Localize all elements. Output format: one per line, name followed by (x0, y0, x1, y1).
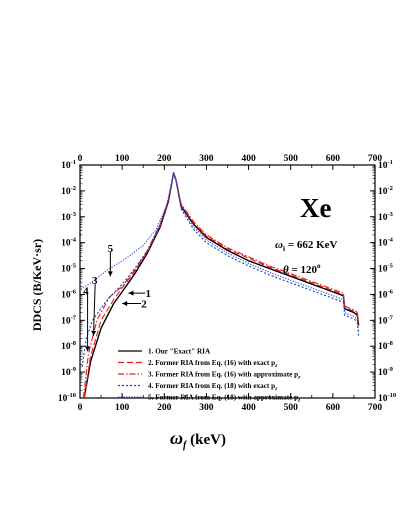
annotation-label-2: 2 (141, 299, 147, 311)
series-lines (80, 172, 360, 399)
x-tick-label-bottom: 500 (284, 403, 299, 413)
x-tick-label-top: 400 (241, 154, 256, 164)
y-tick-label-left: 10-2 (61, 185, 76, 197)
annotation-arrow-head-4 (85, 346, 91, 352)
y-tick-label-left: 10-9 (61, 366, 77, 378)
y-tick-label-left: 10-1 (61, 159, 76, 171)
y-tick-label-right: 10-1 (378, 159, 393, 171)
y-tick-label-right: 10-3 (378, 211, 394, 223)
y-tick-label-left: 10-4 (61, 237, 77, 249)
param-theta: θ = 120o (283, 262, 321, 276)
y-tick-label-right: 10-9 (378, 366, 394, 378)
param-omega: ωi = 662 KeV (275, 239, 338, 253)
y-tick-label-left: 10-6 (61, 288, 77, 300)
annotation-label-1: 1 (146, 288, 152, 300)
x-tick-label-top: 200 (157, 154, 172, 164)
annotation-arrow-head-1 (128, 290, 134, 296)
x-tick-label-top: 600 (326, 154, 341, 164)
x-tick-label-top: 700 (368, 154, 383, 164)
element-label: Xe (300, 193, 331, 223)
y-tick-label-left: 10-5 (61, 263, 77, 275)
y-tick-label-right: 10-10 (378, 392, 396, 404)
x-tick-label-bottom: 300 (199, 403, 214, 413)
legend-label-1: 1. Our "Exact" RIA (148, 348, 211, 356)
y-tick-label-right: 10-2 (378, 185, 393, 197)
legend-label-5: 5. Former RIA from Eq. (18) with approxi… (148, 394, 301, 404)
series-line-4 (81, 172, 360, 367)
y-tick-label-right: 10-8 (378, 340, 394, 352)
x-tick-label-top: 500 (284, 154, 299, 164)
annotation-label-5: 5 (108, 243, 114, 255)
legend-label-2: 2. Former RIA from Eq. (16) with exact p… (148, 359, 278, 369)
series-line-3 (82, 172, 360, 399)
x-tick-label-top: 0 (78, 154, 83, 164)
y-tick-label-left: 10-10 (58, 392, 76, 404)
annotation-arrow-head-3 (91, 330, 97, 336)
x-tick-label-bottom: 700 (368, 403, 383, 413)
annotation-label-3: 3 (92, 275, 98, 287)
x-tick-label-bottom: 400 (241, 403, 256, 413)
legend: 1. Our "Exact" RIA 2. Former RIA from Eq.… (118, 348, 301, 404)
y-tick-label-right: 10-5 (378, 263, 394, 275)
y-tick-label-right: 10-4 (378, 237, 394, 249)
annotation-arrow-head-5 (107, 271, 113, 277)
y-tick-label-right: 10-7 (378, 314, 394, 326)
x-tick-label-bottom: 0 (78, 403, 83, 413)
y-tick-label-left: 10-7 (61, 314, 77, 326)
x-tick-label-top: 300 (199, 154, 214, 164)
x-tick-label-bottom: 100 (115, 403, 130, 413)
annotation-arrow-head-2 (122, 301, 128, 307)
x-tick-label-bottom: 200 (157, 403, 172, 413)
y-tick-label-right: 10-6 (378, 288, 394, 300)
x-axis-title: ωf (keV) (170, 428, 226, 451)
axis-ticks: 0 0 100 100 200 200 300 300 400 400 500 500 600 600 70… (58, 154, 396, 413)
y-axis-title: DDCS (B/KeV·sr) (30, 239, 44, 331)
y-tick-label-left: 10-3 (61, 211, 77, 223)
annotation-arrow-line-3 (92, 284, 96, 336)
legend-label-3: 3. Former RIA from Eq. (16) with approxi… (148, 371, 301, 381)
y-tick-label-left: 10-8 (61, 340, 77, 352)
x-tick-label-top: 100 (115, 154, 130, 164)
series-line-2 (83, 172, 360, 399)
annotation-label-4: 4 (83, 286, 89, 298)
curve-annotations: 12 34 5 (83, 243, 151, 352)
legend-label-4: 4. Former RIA from Eq. (18) with exact p… (148, 382, 278, 392)
x-tick-label-bottom: 600 (326, 403, 341, 413)
